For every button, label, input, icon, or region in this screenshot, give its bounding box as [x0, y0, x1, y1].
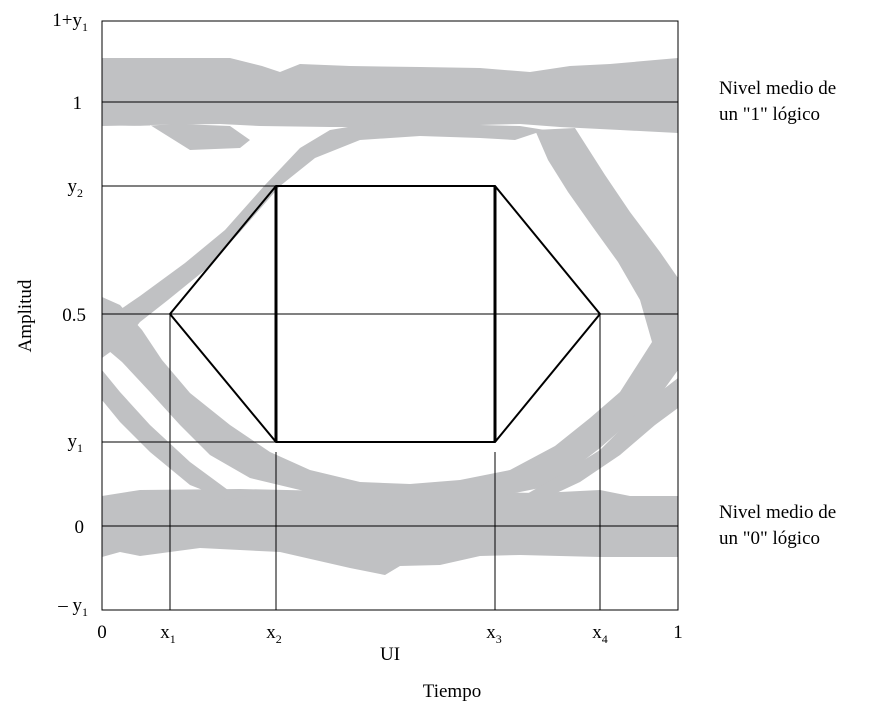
y-tick-one: 1	[73, 93, 83, 114]
x-tick-zero: 0	[97, 622, 107, 643]
y-tick-neg-y1: – y1	[57, 595, 88, 619]
logic-zero-annotation-line1: Nivel medio de	[719, 502, 836, 523]
x-axis-label: UI	[380, 644, 400, 665]
x-tick-labels: 0 x1 x2 x3 x4 1	[97, 622, 683, 646]
lower-right-edge-band	[525, 378, 678, 497]
x-tick-x3: x3	[486, 622, 502, 646]
y-tick-y2: y2	[68, 176, 84, 200]
falling-edge-band	[102, 128, 678, 507]
y-tick-top: 1+y1	[52, 10, 88, 34]
y-tick-zero: 0	[75, 517, 85, 538]
upper-left-edge-band	[102, 124, 250, 150]
x-tick-x2: x2	[266, 622, 282, 646]
x-tick-x4: x4	[592, 622, 608, 646]
logic-one-annotation-line2: un "1" lógico	[719, 104, 820, 125]
y-tick-labels: 1+y1 1 y2 0.5 y1 0 – y1	[52, 10, 88, 619]
time-label: Tiempo	[423, 681, 481, 702]
logic-one-annotation-line1: Nivel medio de	[719, 78, 836, 99]
x-tick-x1: x1	[160, 622, 176, 646]
y-axis-label: Amplitud	[15, 279, 36, 352]
y-tick-half: 0.5	[62, 305, 86, 326]
y-tick-y1: y1	[68, 431, 84, 455]
logic-zero-annotation-line2: un "0" lógico	[719, 528, 820, 549]
eye-traces	[102, 58, 678, 575]
annotations: Nivel medio de un "1" lógico Nivel medio…	[719, 78, 836, 549]
x-tick-one: 1	[673, 622, 683, 643]
eye-mask	[168, 185, 602, 443]
reference-lines	[102, 101, 678, 610]
logic-zero-band	[102, 489, 678, 575]
plot-frame	[101, 20, 679, 611]
logic-one-band	[102, 58, 678, 133]
rising-edge-band	[102, 123, 545, 358]
